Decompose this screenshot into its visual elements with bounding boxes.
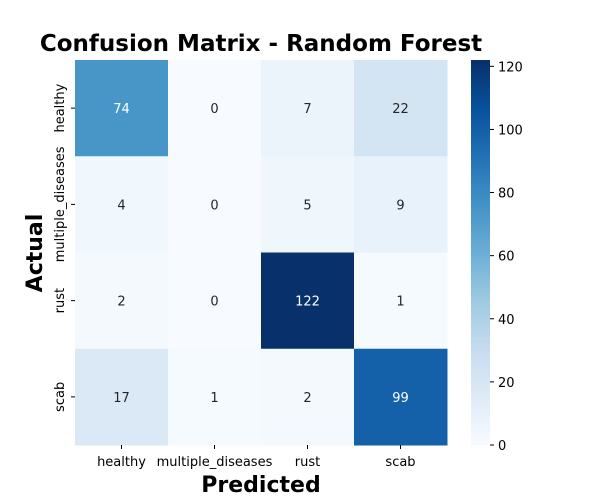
x-tick-label: healthy <box>97 455 146 470</box>
heatmap-cell <box>75 252 169 350</box>
heatmap-cell <box>75 348 169 446</box>
heatmap-cell <box>168 348 262 446</box>
colorbar-ticks: 0 20 40 60 80 100 120 <box>490 60 523 454</box>
heatmap-cell <box>354 348 448 446</box>
cell-value-label: 122 <box>295 295 320 310</box>
colorbar-tick-label: 100 <box>498 123 523 138</box>
cell-value-label: 0 <box>210 198 218 213</box>
x-tick-label: multiple_diseases <box>157 455 273 470</box>
y-axis-label: Actual <box>23 214 48 293</box>
x-tick-label: rust <box>295 455 320 470</box>
heatmap-cell <box>75 60 169 157</box>
colorbar-tick-label: 40 <box>498 313 515 328</box>
x-axis-ticks: healthy multiple_diseases rust scab <box>97 445 416 470</box>
cell-value-label: 2 <box>117 295 125 310</box>
x-axis-label: Predicted <box>201 473 320 498</box>
heatmap-cell <box>261 156 355 253</box>
cell-value-label: 2 <box>303 391 311 406</box>
cell-value-label: 17 <box>113 391 130 406</box>
colorbar <box>471 60 490 445</box>
y-tick-label: multiple_diseases <box>53 146 68 262</box>
colorbar-tick-label: 120 <box>498 60 523 75</box>
heatmap-cells: 74 0 7 22 4 0 5 9 2 0 122 1 17 1 2 99 <box>75 60 448 446</box>
heatmap-cell <box>168 252 262 350</box>
cell-value-label: 74 <box>113 102 130 117</box>
colorbar-tick-label: 20 <box>498 376 515 391</box>
colorbar-tick-label: 80 <box>498 187 515 202</box>
cell-value-label: 0 <box>210 295 218 310</box>
heatmap-cell <box>354 60 448 157</box>
cell-value-label: 22 <box>392 102 409 117</box>
cell-value-label: 9 <box>396 198 404 213</box>
x-tick-label: scab <box>385 455 415 470</box>
colorbar-tick-label: 60 <box>498 250 515 265</box>
cell-value-label: 1 <box>396 295 404 310</box>
y-tick-label: scab <box>53 382 68 412</box>
colorbar-tick-label: 0 <box>498 439 506 454</box>
heatmap-cell <box>261 60 355 157</box>
y-tick-label: rust <box>53 288 68 313</box>
cell-value-label: 1 <box>210 391 218 406</box>
cell-value-label: 0 <box>210 102 218 117</box>
heatmap-cell <box>261 252 355 350</box>
heatmap-cell <box>168 156 262 253</box>
cell-value-label: 7 <box>303 102 311 117</box>
cell-value-label: 4 <box>117 198 125 213</box>
heatmap-cell <box>261 348 355 446</box>
heatmap-cell <box>354 252 448 350</box>
heatmap-cell <box>354 156 448 253</box>
heatmap-cell <box>75 156 169 253</box>
chart-title: Confusion Matrix - Random Forest <box>40 31 482 57</box>
cell-value-label: 5 <box>303 198 311 213</box>
y-tick-label: healthy <box>53 83 68 132</box>
cell-value-label: 99 <box>392 391 409 406</box>
heatmap-cell <box>168 60 262 157</box>
